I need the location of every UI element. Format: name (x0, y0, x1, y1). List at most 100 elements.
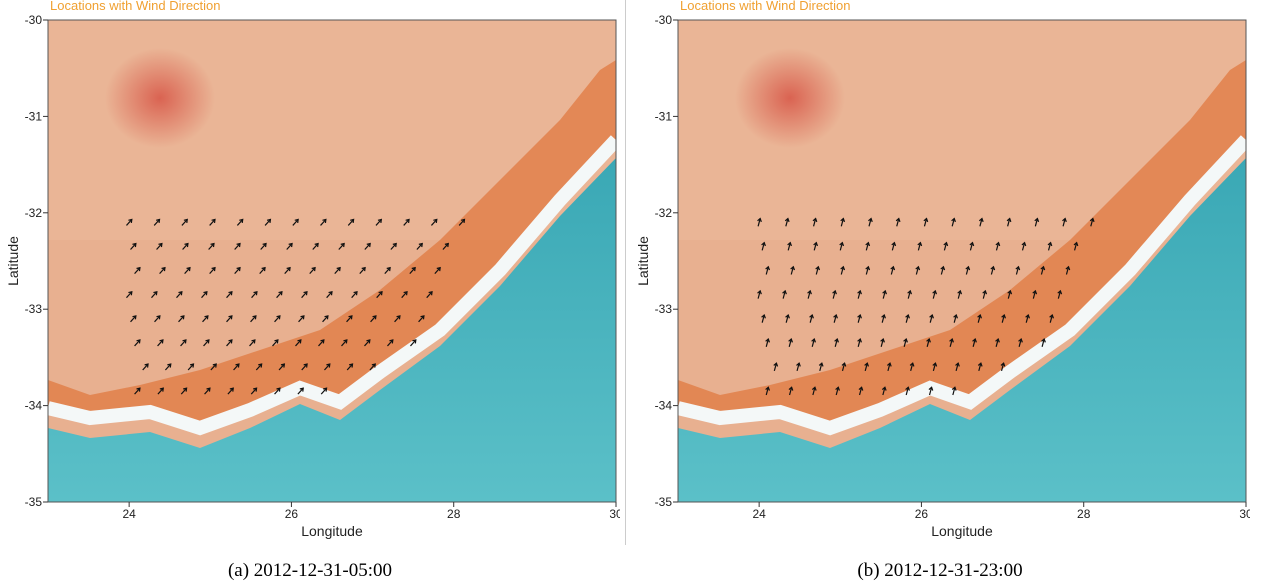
wind-arrow-shaft (882, 290, 886, 299)
surf-line (48, 135, 616, 436)
wind-arrow-shaft (255, 363, 263, 371)
wind-arrow-shaft (153, 219, 160, 226)
y-tick-label: -31 (25, 109, 43, 123)
wind-arrow-head (377, 218, 383, 224)
wind-arrow-shaft (857, 314, 861, 323)
wind-arrow-head (299, 387, 304, 392)
wind-arrow-shaft (887, 363, 891, 372)
wind-arrow-shaft (969, 242, 974, 251)
wind-arrow-shaft (1073, 242, 1078, 251)
wind-arrow-head (891, 241, 897, 247)
plot-frame (677, 19, 1247, 503)
wind-arrow-head (303, 363, 308, 368)
wind-arrow-head (782, 289, 787, 295)
wind-arrow-shaft (156, 243, 163, 250)
wind-arrow-head (326, 363, 331, 368)
wind-arrow-head (1025, 313, 1031, 319)
caption: (a) 2012-12-31-05:00 (227, 560, 393, 581)
wind-arrow-head (412, 339, 417, 344)
wind-arrow-head (765, 386, 771, 391)
wind-arrow-shaft (276, 291, 283, 299)
x-axis-label: Longitude (931, 523, 993, 539)
wind-arrow-shaft (334, 267, 341, 275)
wind-arrow-shaft (819, 363, 823, 372)
wind-arrow-head (183, 387, 188, 392)
wind-arrow-shaft (250, 315, 257, 323)
wind-arrow-head (343, 339, 348, 344)
wind-arrow-shaft (890, 266, 894, 275)
wind-arrow-shaft (226, 315, 233, 323)
wind-arrow-shaft (182, 243, 189, 250)
wind-arrow-shaft (176, 291, 183, 299)
wind-arrow-shaft (418, 315, 425, 323)
wind-arrow-head (978, 217, 984, 223)
wind-arrow-head (790, 265, 796, 271)
wind-arrow-head (761, 313, 766, 319)
wind-map-a: 24 26 28 30 -30 -31 -32 -33 -34 -35 Longitude Latit… (5, 13, 620, 539)
wind-arrow-head (1021, 241, 1027, 247)
wind-arrow-head (278, 290, 283, 296)
wind-arrow-shaft (1041, 338, 1045, 347)
y-tick-label: -35 (655, 495, 673, 509)
wind-arrow-head (253, 387, 258, 392)
wind-arrow-head (905, 386, 910, 391)
wind-arrow-shaft (184, 267, 191, 275)
wind-arrow-head (932, 362, 938, 367)
wind-arrow-shaft (401, 291, 408, 299)
y-tick-label: -30 (25, 13, 43, 27)
wind-arrow-head (784, 217, 790, 223)
wind-arrow-head (262, 242, 267, 248)
wind-arrow-shaft (840, 218, 844, 227)
wind-arrow-shaft (788, 387, 793, 396)
wind-arrow-shaft (154, 315, 161, 323)
wind-arrow-head (811, 338, 817, 343)
wind-arrow-head (128, 290, 133, 296)
wind-arrow-head (811, 386, 817, 391)
wind-arrow-shaft (1065, 266, 1070, 275)
wind-arrow-shaft (882, 387, 886, 396)
wind-arrow-head (955, 362, 960, 367)
wind-arrow-head (864, 362, 870, 367)
wind-arrow-shaft (815, 266, 819, 275)
wind-arrow-shaft (157, 387, 164, 395)
y-tick-label: -34 (655, 399, 673, 413)
wind-arrow-head (812, 217, 818, 223)
wind-arrow-shaft (272, 339, 279, 347)
wind-arrow-head (159, 387, 164, 392)
wind-arrow-shaft (773, 363, 777, 372)
wind-arrow-head (136, 266, 141, 272)
wind-arrow-head (1065, 265, 1071, 271)
wind-arrow-shaft (259, 267, 266, 275)
wind-arrow-head (297, 339, 302, 344)
wind-arrow-head (928, 386, 934, 391)
wind-arrow-head (203, 290, 208, 296)
wind-arrow-head (835, 386, 841, 391)
wind-arrow-head (444, 242, 449, 248)
wind-arrow-head (372, 315, 377, 320)
wind-arrow-head (757, 289, 762, 295)
x-axis-label: Longitude (301, 523, 363, 539)
wind-arrow-head (865, 241, 871, 247)
wind-arrow-head (1089, 217, 1095, 223)
wind-arrow-shaft (932, 363, 937, 372)
wind-arrow-shaft (796, 363, 800, 372)
wind-arrow-shaft (181, 219, 188, 226)
wind-arrow-shaft (953, 314, 957, 323)
wind-arrow-shaft (917, 242, 922, 251)
wind-arrow-shaft (394, 315, 401, 323)
y-tick-label: -31 (655, 109, 673, 123)
wind-arrow-head (348, 363, 354, 368)
wind-arrow-head (204, 315, 209, 320)
sea-area (48, 158, 616, 502)
wind-arrow-head (957, 289, 963, 295)
wind-arrow-head (926, 338, 931, 343)
wind-arrow-shaft (134, 267, 141, 275)
wind-arrow-shaft (785, 218, 789, 227)
wind-arrow-head (184, 242, 189, 248)
surf-line (678, 135, 1246, 436)
wind-arrow-head (1047, 241, 1053, 247)
wind-arrow-head (392, 242, 397, 248)
wind-arrow-shaft (812, 387, 816, 396)
wind-arrow-shaft (834, 338, 838, 347)
wind-arrow-shaft (951, 218, 955, 227)
